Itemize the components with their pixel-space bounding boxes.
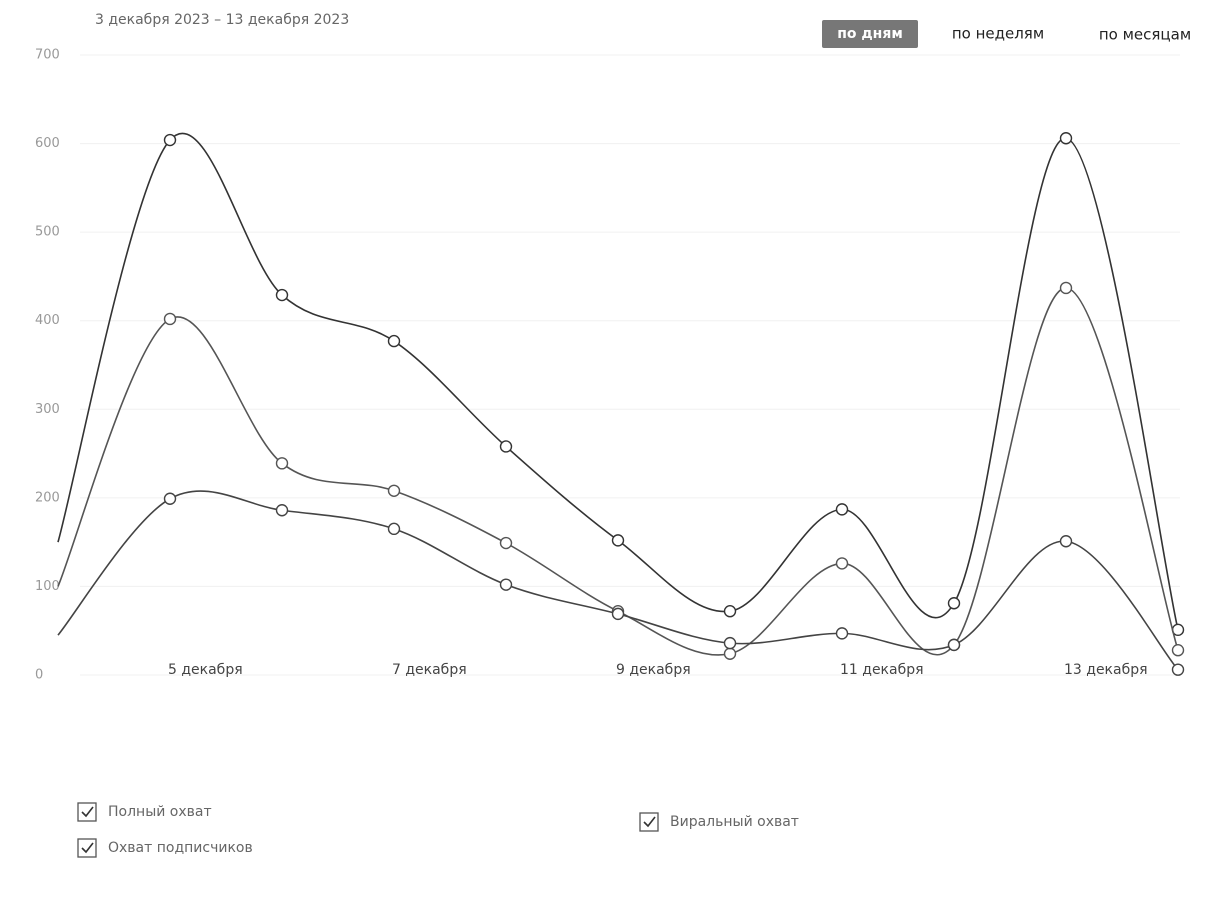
point (387, 484, 401, 497)
x-tick-label: 9 декабря (616, 662, 691, 678)
point (1059, 132, 1073, 145)
y-tick-label: 700 (35, 48, 60, 63)
line (57, 287, 1179, 656)
line (57, 490, 1179, 671)
y-tick-label: 100 (35, 579, 60, 594)
period-button[interactable]: по дням (837, 26, 903, 42)
point (275, 504, 289, 517)
y-tick-label: 200 (35, 490, 60, 505)
point (163, 312, 177, 326)
legend-label[interactable]: Охват подписчиков (108, 840, 253, 856)
x-tick-label: 11 декабря (840, 662, 924, 678)
point (835, 503, 849, 516)
checkmark (643, 816, 656, 828)
checkbox[interactable] (77, 838, 97, 858)
y-tick-label: 300 (35, 402, 60, 417)
y-tick-label: 500 (35, 225, 60, 240)
point (499, 578, 513, 591)
period-button[interactable]: по месяцам (1099, 26, 1191, 44)
point (499, 536, 513, 550)
point (1171, 663, 1185, 676)
x-tick-label: 13 декабря (1064, 662, 1148, 678)
period-button[interactable]: по неделям (952, 25, 1044, 43)
checkbox[interactable] (639, 812, 659, 832)
point (387, 334, 401, 348)
legend: Полный охват Охват подписчиков Виральный о… (77, 802, 799, 858)
date-range: 3 декабря 2023 – 13 декабря 2023 (95, 12, 349, 28)
point (1059, 535, 1073, 548)
point (723, 647, 737, 660)
y-tick-label: 400 (35, 313, 60, 328)
checkmark (81, 806, 94, 818)
legend-label[interactable]: Полный охват (108, 804, 212, 820)
checkbox[interactable] (77, 802, 97, 822)
point (163, 492, 177, 505)
point (723, 636, 737, 650)
point (947, 597, 961, 610)
x-tick-label: 7 декабря (392, 662, 467, 678)
point (499, 440, 513, 453)
point (611, 607, 625, 621)
line (57, 132, 1179, 631)
point (275, 288, 289, 302)
point (723, 605, 737, 618)
point (1059, 281, 1073, 295)
point (163, 133, 177, 147)
point (947, 638, 961, 652)
checkmark (81, 842, 94, 854)
y-tick-label: 0 (35, 668, 43, 683)
x-tick-label: 5 декабря (168, 662, 243, 678)
point (1171, 644, 1185, 657)
active-button-bg[interactable] (822, 20, 918, 48)
point (835, 557, 849, 570)
point (835, 627, 849, 640)
point (611, 534, 625, 547)
point (387, 522, 401, 536)
legend-label[interactable]: Виральный охват (670, 814, 799, 830)
y-tick-label: 600 (35, 136, 60, 151)
point (275, 457, 289, 470)
